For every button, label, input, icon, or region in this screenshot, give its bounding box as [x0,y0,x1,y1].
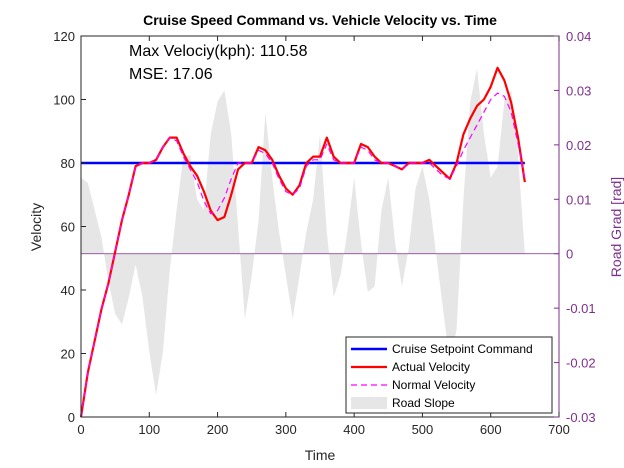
y-tick-label-right: -0.02 [566,356,596,371]
y-tick-label-left: 80 [61,156,75,171]
actual-velocity-line [79,66,526,418]
y-tick-label-right: 0.01 [566,192,591,207]
y-tick-label-left: 100 [53,93,75,108]
legend-label-actual-velocity: Actual Velocity [392,360,470,374]
legend-swatch-road-slope [351,397,387,409]
y-tick-label-left: 60 [61,220,75,235]
y-tick-label-left: 40 [61,283,75,298]
y-tick-label-right: 0.04 [566,29,591,44]
x-tick-label: 700 [548,422,570,437]
normal-velocity-line [80,92,526,418]
chart-title: Cruise Speed Command vs. Vehicle Velocit… [143,12,497,28]
y-tick-label-right: -0.01 [566,301,596,316]
x-axis-label: Time [305,447,336,463]
legend-label-cruise-setpoint-command: Cruise Setpoint Command [392,342,533,356]
y-tick-label-right: 0 [566,247,573,262]
y-axis-label-right: Road Grad [rad] [608,177,624,277]
y-tick-label-left: 0 [68,410,75,425]
y-tick-label-left: 20 [61,347,75,362]
x-tick-label: 0 [77,422,84,437]
y-tick-label-right: -0.03 [566,410,596,425]
legend-label-normal-velocity: Normal Velocity [392,378,475,392]
legend-label-road-slope: Road Slope [392,396,455,410]
y-axis-label-left: Velocity [28,203,44,251]
velocity-lines-layer [79,66,526,418]
x-tick-label: 500 [412,422,434,437]
legend: Cruise Setpoint Command Actual Velocity No… [345,336,553,414]
mse-annotation: MSE: 17.06 [129,66,213,83]
legend-items: Cruise Setpoint Command Actual Velocity No… [351,342,533,410]
x-tick-label: 600 [480,422,502,437]
x-tick-label: 300 [275,422,297,437]
x-tick-label: 200 [207,422,229,437]
x-tick-label: 400 [343,422,365,437]
max-velocity-annotation: Max Velociy(kph): 110.58 [129,43,308,60]
y-tick-label-right: 0.02 [566,138,591,153]
axis-ticks: 0 100 200 300 400 500 600 700 0 20 40 60 80 100 120 -0.… [53,29,595,437]
y-tick-label-left: 120 [53,29,75,44]
x-tick-label: 100 [138,422,160,437]
y-tick-label-right: 0.03 [566,83,591,98]
